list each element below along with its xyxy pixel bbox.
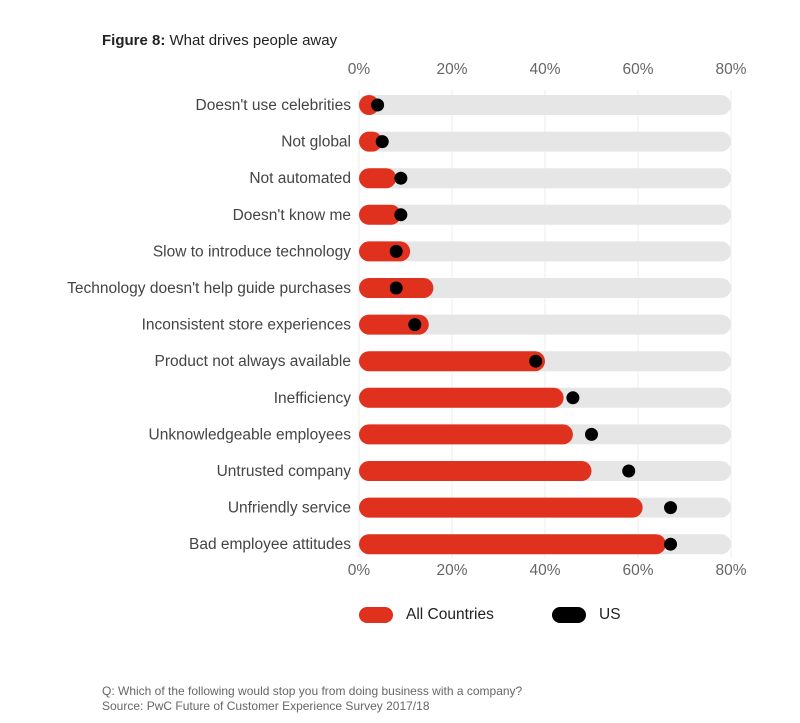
legend-us: US xyxy=(552,604,621,626)
x-tick-label-bottom: 0% xyxy=(348,562,371,579)
bar-all-countries xyxy=(359,534,666,555)
category-label: Not automated xyxy=(249,170,351,187)
legend-us-label: US xyxy=(599,606,621,623)
category-label: Bad employee attitudes xyxy=(189,536,351,553)
category-label: Inefficiency xyxy=(274,390,352,407)
bar-all-countries xyxy=(359,204,401,225)
dot-us xyxy=(389,281,403,295)
legend-us-swatch xyxy=(552,607,586,623)
legend-all-countries-swatch xyxy=(359,607,393,623)
bar-all-countries xyxy=(359,497,643,518)
bar-all-countries xyxy=(359,387,564,408)
dot-us xyxy=(664,537,678,551)
dot-us xyxy=(566,391,580,405)
category-label: Product not always available xyxy=(155,353,351,370)
dot-us xyxy=(622,464,636,478)
dot-us xyxy=(585,427,598,441)
chart-title: Figure 8: What drives people away xyxy=(102,32,337,49)
dot-us xyxy=(371,98,385,112)
footnote: Q: Which of the following would stop you… xyxy=(102,684,522,714)
category-label: Unfriendly service xyxy=(228,500,351,517)
bar-all-countries xyxy=(359,168,397,189)
category-label: Inconsistent store experiences xyxy=(142,317,352,334)
x-tick-label-top: 20% xyxy=(436,61,467,78)
category-label: Technology doesn't help guide purchases xyxy=(67,280,351,297)
dot-us xyxy=(394,171,408,185)
chart-plot: 0% 0% 20% 20% 40% 40% 60% 60% 80% 80% Doesn't use … xyxy=(67,61,747,579)
bar-all-countries xyxy=(359,131,383,152)
bar-all-countries xyxy=(359,461,592,481)
x-tick-label-top: 0% xyxy=(348,61,371,78)
dot-us xyxy=(408,318,422,332)
dot-us xyxy=(394,208,408,222)
category-label: Unknowledgeable employees xyxy=(149,426,352,443)
footnote-question: Q: Which of the following would stop you… xyxy=(102,684,523,698)
dot-us xyxy=(375,135,389,149)
bar-track xyxy=(359,95,731,115)
chart-title-lead: Figure 8: xyxy=(102,32,166,49)
x-tick-label-top: 60% xyxy=(622,61,653,78)
bar-track xyxy=(359,168,731,189)
bar-track xyxy=(359,314,731,335)
bar-track xyxy=(359,204,731,225)
footnote-source: Source: PwC Future of Customer Experienc… xyxy=(102,699,430,713)
x-tick-label-bottom: 60% xyxy=(622,562,653,579)
bar-all-countries xyxy=(359,351,545,372)
chart-title-text: What drives people away xyxy=(169,32,338,49)
legend-all-countries-label: All Countries xyxy=(406,606,494,623)
dot-us xyxy=(529,354,543,368)
legend-all-countries: All Countries xyxy=(359,604,494,626)
category-label: Doesn't use celebrities xyxy=(196,97,352,114)
bar-all-countries xyxy=(359,424,573,445)
bar-track xyxy=(359,131,731,152)
bar-track xyxy=(359,278,731,298)
bar-track xyxy=(359,241,731,262)
category-label: Doesn't know me xyxy=(233,207,351,224)
x-tick-label-top: 80% xyxy=(715,61,746,78)
dot-us xyxy=(389,244,403,258)
category-label: Slow to introduce technology xyxy=(153,243,351,260)
x-tick-label-bottom: 20% xyxy=(436,562,467,579)
x-tick-label-bottom: 80% xyxy=(715,562,746,579)
dot-us xyxy=(664,501,678,515)
x-tick-label-bottom: 40% xyxy=(529,562,560,579)
x-tick-label-top: 40% xyxy=(529,61,560,78)
category-label: Not global xyxy=(281,134,351,151)
category-label: Untrusted company xyxy=(217,463,352,480)
